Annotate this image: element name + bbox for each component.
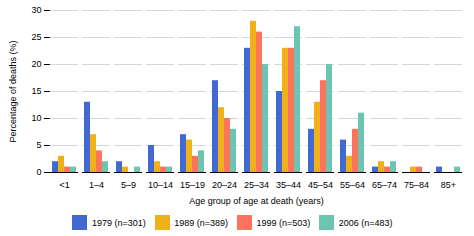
svg-text:25–34: 25–34 — [244, 180, 269, 190]
svg-text:5: 5 — [36, 140, 41, 150]
svg-text:15–19: 15–19 — [180, 180, 205, 190]
svg-text:Percentage of deaths (%): Percentage of deaths (%) — [8, 40, 18, 142]
svg-text:1–4: 1–4 — [89, 180, 104, 190]
svg-text:20: 20 — [31, 59, 41, 69]
svg-text:10: 10 — [31, 113, 41, 123]
html-text:1989 (n=389): 1989 (n=389) — [174, 217, 228, 228]
html-text:2006 (n=483): 2006 (n=483) — [338, 217, 393, 228]
svg-text:<1: <1 — [59, 180, 69, 190]
html-text:1999 (n=503): 1999 (n=503) — [256, 217, 311, 228]
svg-text:35–44: 35–44 — [276, 180, 301, 190]
svg-text:25: 25 — [31, 32, 41, 42]
svg-text:15: 15 — [31, 86, 41, 96]
svg-text:85+: 85+ — [441, 180, 456, 190]
svg-text:20–24: 20–24 — [212, 180, 237, 190]
svg-text:45–54: 45–54 — [308, 180, 333, 190]
svg-text:65–74: 65–74 — [372, 180, 397, 190]
svg-text:10–14: 10–14 — [148, 180, 173, 190]
svg-text:55–64: 55–64 — [340, 180, 365, 190]
svg-text:5–9: 5–9 — [121, 180, 136, 190]
svg-text:Age group of age at death (yea: Age group of age at death (years) — [189, 196, 324, 206]
svg-text:0: 0 — [36, 167, 41, 177]
html-text:1979 (n=301): 1979 (n=301) — [91, 217, 146, 228]
svg-text:75–84: 75–84 — [404, 180, 429, 190]
svg-text:30: 30 — [31, 5, 41, 15]
